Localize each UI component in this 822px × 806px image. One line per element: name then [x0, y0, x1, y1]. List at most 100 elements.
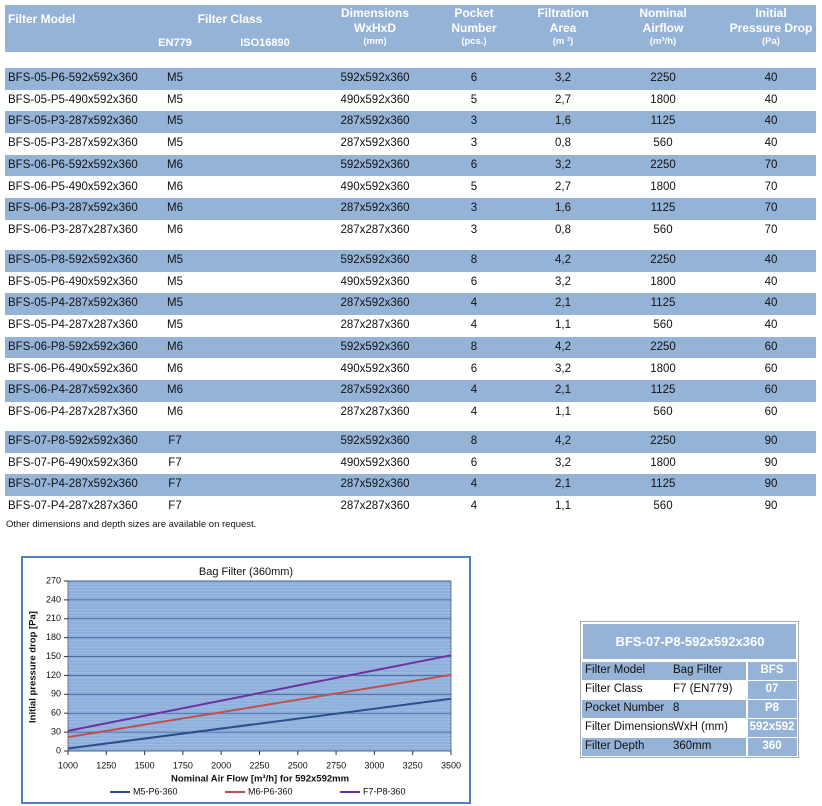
card-value: F7 (EN779) — [673, 683, 733, 695]
card-row-band — [582, 700, 746, 718]
table-cell: BFS-07-P8-592x592x360 — [8, 435, 138, 447]
table-cell: 592x592x360 — [340, 435, 410, 447]
y-tick-label: 60 — [51, 708, 61, 718]
table-cell: 592x592x360 — [340, 158, 410, 171]
x-tick-label: 1750 — [173, 760, 193, 770]
card-label: Filter Model — [585, 664, 646, 676]
table-cell: 2250 — [650, 254, 676, 266]
table-cell: 40 — [764, 275, 778, 288]
series-line — [67, 673, 452, 739]
table-cell: 560 — [653, 405, 673, 418]
table-cell: 287x592x360 — [340, 202, 410, 215]
table-cell: 1,6 — [555, 115, 571, 128]
table-cell: 592x592x360 — [340, 254, 410, 266]
card-label: Filter Class — [585, 683, 643, 695]
table-cell: 287x592x360 — [340, 297, 410, 310]
table-cell: M6 — [167, 223, 183, 236]
table-cell: BFS-05-P8-592x592x360 — [8, 254, 138, 266]
card-frame — [580, 621, 799, 758]
row-band — [5, 474, 816, 497]
table-cell: 1,1 — [555, 319, 571, 332]
card-code: BFS — [760, 664, 784, 676]
x-tick-label: 1500 — [135, 760, 155, 770]
header-cell: Number — [451, 21, 497, 35]
card-code: P8 — [764, 702, 780, 714]
table-cell: 4 — [470, 478, 478, 491]
x-axis-label: Nominal Air Flow [m³/h] for 592x592mm — [171, 774, 349, 785]
x-tick-label: 3500 — [441, 760, 461, 770]
table-cell: 560 — [653, 223, 673, 236]
table-header — [5, 5, 816, 52]
table-cell: 60 — [764, 362, 778, 375]
table-cell: 560 — [653, 319, 673, 332]
table-cell: 4 — [470, 319, 478, 332]
header-cell: Area — [549, 21, 577, 35]
table-cell: M5 — [167, 72, 183, 84]
table-cell: 1,6 — [555, 202, 571, 215]
table-cell: 5 — [470, 180, 478, 193]
x-tick-label: 1250 — [96, 760, 116, 770]
table-cell: BFS-05-P3-287x592x360 — [8, 115, 138, 128]
row-band — [5, 380, 816, 402]
card-label: Filter Depth — [585, 740, 645, 752]
table-cell: 3,2 — [555, 362, 571, 375]
table-cell: F7 — [168, 435, 182, 447]
table-cell: 490x592x360 — [340, 362, 410, 375]
table-cell: 1800 — [650, 275, 676, 288]
table-cell: 40 — [764, 297, 778, 310]
table-cell: 8 — [470, 435, 478, 447]
table-cell: 40 — [764, 93, 778, 106]
table-cell: BFS-06-P3-287x287x360 — [8, 223, 138, 236]
row-band — [5, 336, 816, 359]
table-cell: 2250 — [650, 72, 676, 84]
table-cell: 4 — [470, 500, 478, 513]
legend-label: M5-P6-360 — [133, 786, 178, 796]
table-cell: 287x287x360 — [340, 405, 410, 418]
table-cell: 90 — [764, 478, 778, 491]
header-cell: Initial — [755, 6, 787, 20]
card-row-band — [582, 662, 746, 680]
table-cell: 2,7 — [555, 93, 571, 106]
table-cell: M5 — [167, 297, 183, 310]
table-cell: 6 — [470, 362, 478, 375]
table-cell: 287x592x360 — [340, 384, 410, 397]
table-cell: BFS-05-P4-287x592x360 — [8, 297, 138, 310]
table-cell: 2250 — [650, 435, 676, 447]
table-cell: 287x287x360 — [340, 500, 410, 513]
table-cell: 287x287x360 — [340, 319, 410, 332]
table-cell: BFS-06-P8-592x592x360 — [8, 340, 138, 353]
table-cell: 1,1 — [555, 405, 571, 418]
table-cell: BFS-06-P5-490x592x360 — [8, 180, 138, 193]
y-tick-label: 210 — [46, 613, 61, 623]
table-cell: 90 — [764, 500, 778, 513]
table-cell: 40 — [764, 72, 778, 84]
table-cell: 3 — [470, 137, 478, 150]
table-cell: 287x592x360 — [340, 478, 410, 491]
table-cell: 2,7 — [555, 180, 571, 193]
table-cell: BFS-06-P6-592x592x360 — [8, 158, 138, 171]
header-cell: Airflow — [642, 21, 684, 35]
table-cell: M6 — [167, 202, 183, 215]
table-cell: 60 — [764, 340, 778, 353]
row-band — [5, 111, 816, 134]
table-cell: 1125 — [650, 478, 676, 491]
table-cell: 90 — [764, 456, 778, 469]
table-cell: 2,1 — [555, 384, 571, 397]
table-cell: 90 — [764, 435, 778, 447]
card-code-box — [748, 662, 797, 680]
table-cell: 40 — [764, 319, 778, 332]
table-cell: 40 — [764, 254, 778, 266]
table-cell: 60 — [764, 384, 778, 397]
table-cell: 8 — [470, 340, 478, 353]
x-tick-label: 2500 — [288, 760, 308, 770]
table-cell: 490x592x360 — [340, 93, 410, 106]
header-cell: (m ²) — [552, 36, 574, 47]
header-cell: WxHxD — [353, 21, 397, 35]
table-cell: M5 — [167, 275, 183, 288]
header-cell: (mm) — [363, 36, 387, 47]
card-code: 07 — [765, 683, 779, 695]
table-cell: M6 — [167, 405, 183, 418]
table-cell: BFS-06-P6-490x592x360 — [8, 362, 138, 375]
y-tick-label: 90 — [51, 689, 61, 699]
table-cell: 3,2 — [555, 158, 571, 171]
